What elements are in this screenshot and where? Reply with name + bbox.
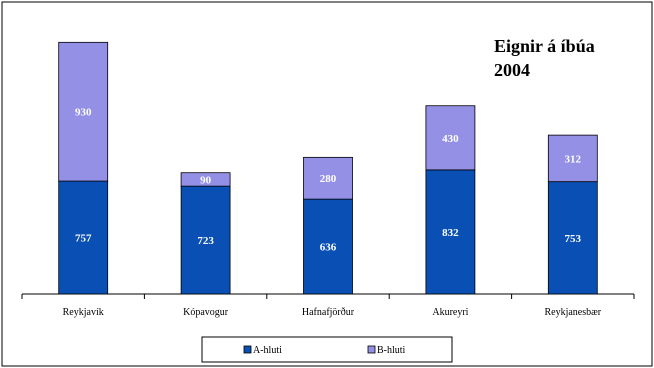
bar-a-hluti <box>58 180 109 295</box>
chart-title-line-2: 2004 <box>494 60 530 80</box>
legend-box <box>201 336 453 363</box>
bar-value-label: 312 <box>565 153 582 165</box>
x-axis-ticks <box>21 294 635 299</box>
chart-title-line-1: Eignir á íbúa <box>494 36 595 56</box>
x-tick-label: Akureyri <box>432 307 468 318</box>
bar-value-label: 832 <box>442 227 459 239</box>
bar-value-label: 430 <box>442 133 459 145</box>
bar-value-label: 723 <box>197 235 214 247</box>
bar-b-hluti <box>547 134 598 183</box>
bar-b-hluti <box>303 156 353 200</box>
bar-value-label: 90 <box>200 174 212 186</box>
bar-value-label: 636 <box>320 242 337 254</box>
legend-swatch <box>367 345 376 354</box>
x-tick-label: Reykjavík <box>63 307 104 318</box>
bar-b-hluti <box>58 41 109 182</box>
bar-value-label: 280 <box>320 173 337 185</box>
bar-a-hluti <box>547 181 598 295</box>
bar-value-label: 757 <box>75 233 92 245</box>
bar-b-hluti <box>425 105 476 171</box>
bar-b-hluti <box>180 172 231 187</box>
legend-swatch <box>243 345 252 354</box>
bar-a-hluti <box>180 185 231 295</box>
bar-value-label: 753 <box>565 233 582 245</box>
bar-value-label: 930 <box>75 107 92 119</box>
legend: A-hluti B-hluti <box>201 336 453 363</box>
bars: 757 930 723 90 636 280 832 430 753 312 <box>58 41 598 295</box>
x-tick-label: Kópavogur <box>183 307 229 318</box>
x-tick-label: Hafnafjörður <box>302 307 355 318</box>
legend-label: A-hluti <box>253 345 282 356</box>
x-tick-label: Reykjanesbær <box>544 307 601 318</box>
x-axis-labels: Reykjavík Kópavogur Hafnafjörður Akureyri Re… <box>63 307 602 318</box>
bar-a-hluti <box>425 169 476 295</box>
legend-label: B-hluti <box>377 345 406 356</box>
